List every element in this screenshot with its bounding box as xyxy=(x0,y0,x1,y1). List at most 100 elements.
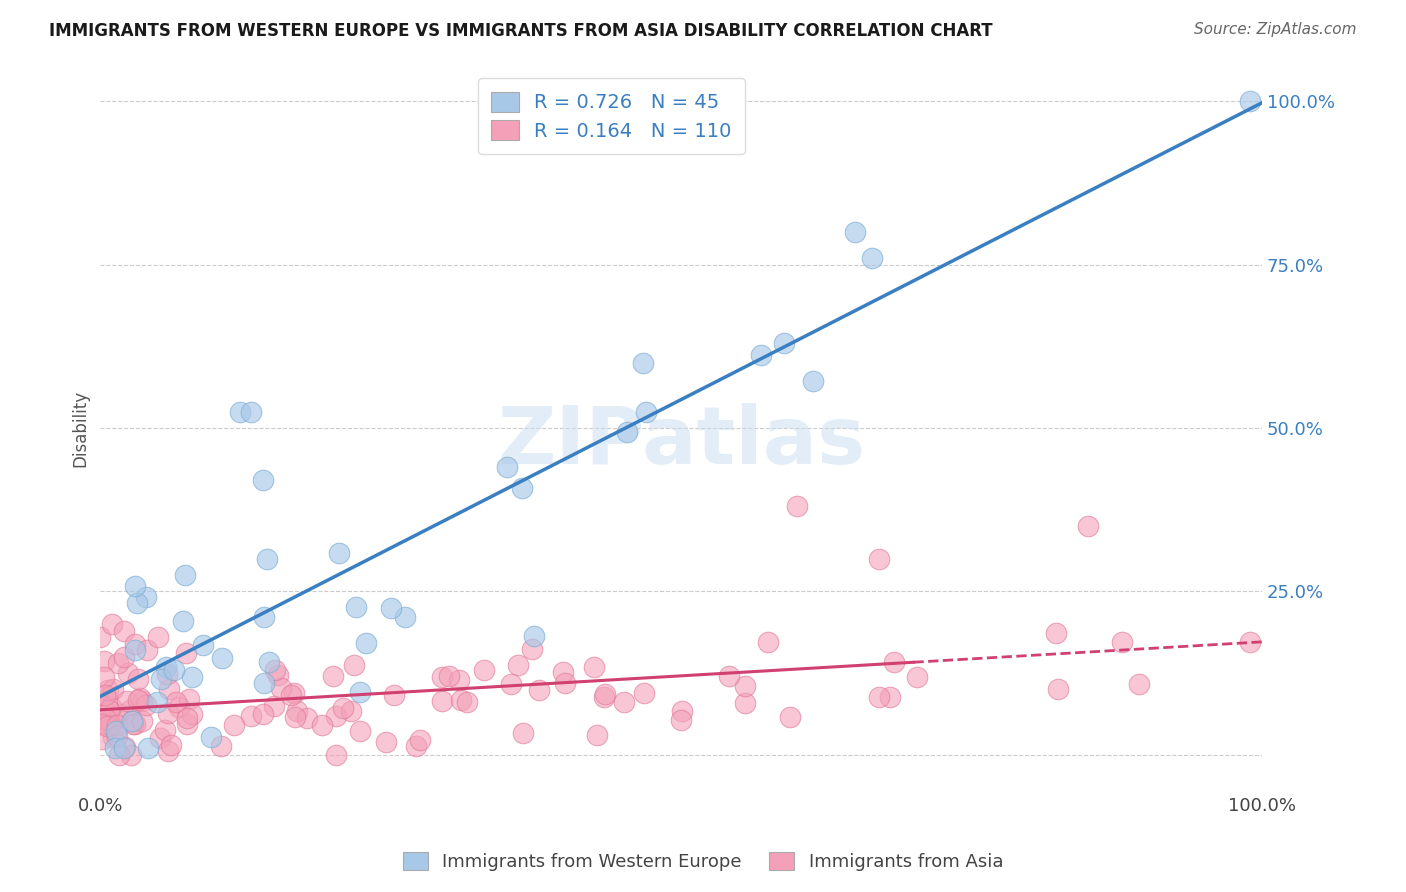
Point xyxy=(125,596,148,610)
Point xyxy=(93,670,115,684)
Y-axis label: Disability: Disability xyxy=(72,390,89,467)
Point xyxy=(332,701,354,715)
Point xyxy=(174,646,197,660)
Point xyxy=(717,669,740,683)
Point xyxy=(868,690,890,704)
Point xyxy=(905,670,928,684)
Point xyxy=(124,579,146,593)
Point xyxy=(180,670,202,684)
Point xyxy=(127,672,149,686)
Point xyxy=(124,717,146,731)
Point xyxy=(430,694,453,708)
Point xyxy=(772,335,794,350)
Point xyxy=(263,663,285,677)
Point xyxy=(91,731,114,746)
Point xyxy=(118,703,141,717)
Point xyxy=(256,552,278,566)
Point xyxy=(512,726,534,740)
Point xyxy=(456,695,478,709)
Point xyxy=(135,643,157,657)
Point xyxy=(593,690,616,704)
Point xyxy=(349,724,371,739)
Point xyxy=(148,630,170,644)
Point xyxy=(93,654,115,668)
Point xyxy=(344,600,367,615)
Point xyxy=(211,650,233,665)
Point xyxy=(756,635,779,649)
Point xyxy=(633,356,655,370)
Point xyxy=(583,659,606,673)
Point xyxy=(176,717,198,731)
Point xyxy=(860,252,883,266)
Point xyxy=(527,683,550,698)
Point xyxy=(167,699,190,714)
Point xyxy=(472,663,495,677)
Point xyxy=(101,617,124,632)
Point xyxy=(382,688,405,702)
Point xyxy=(253,610,276,624)
Point xyxy=(586,729,609,743)
Point xyxy=(156,667,179,681)
Point xyxy=(879,690,901,705)
Point xyxy=(801,375,824,389)
Point xyxy=(671,704,693,718)
Point xyxy=(734,679,756,693)
Point xyxy=(90,716,112,731)
Point xyxy=(91,698,114,712)
Point xyxy=(450,693,472,707)
Point xyxy=(104,724,127,739)
Point xyxy=(239,708,262,723)
Point xyxy=(131,694,153,708)
Point xyxy=(437,669,460,683)
Point xyxy=(263,699,285,714)
Point xyxy=(1239,635,1261,649)
Point xyxy=(252,706,274,721)
Point xyxy=(94,688,117,702)
Point xyxy=(191,638,214,652)
Point xyxy=(284,710,307,724)
Point xyxy=(283,685,305,699)
Point xyxy=(430,670,453,684)
Point xyxy=(179,691,201,706)
Point xyxy=(165,695,187,709)
Point xyxy=(101,730,124,744)
Text: IMMIGRANTS FROM WESTERN EUROPE VS IMMIGRANTS FROM ASIA DISABILITY CORRELATION CH: IMMIGRANTS FROM WESTERN EUROPE VS IMMIGR… xyxy=(49,22,993,40)
Point xyxy=(98,714,121,729)
Point xyxy=(593,687,616,701)
Point xyxy=(98,702,121,716)
Point xyxy=(349,684,371,698)
Point xyxy=(120,747,142,762)
Point xyxy=(131,714,153,728)
Point xyxy=(112,649,135,664)
Point xyxy=(128,690,150,705)
Point xyxy=(253,676,276,690)
Point xyxy=(266,668,288,682)
Point xyxy=(104,741,127,756)
Point xyxy=(96,719,118,733)
Point xyxy=(340,704,363,718)
Point xyxy=(734,697,756,711)
Point xyxy=(157,681,180,696)
Point xyxy=(786,500,808,514)
Point xyxy=(136,741,159,756)
Point xyxy=(1077,519,1099,533)
Legend: R = 0.726   N = 45, R = 0.164   N = 110: R = 0.726 N = 45, R = 0.164 N = 110 xyxy=(478,78,745,154)
Point xyxy=(240,405,263,419)
Point xyxy=(89,630,111,644)
Point xyxy=(107,656,129,670)
Point xyxy=(554,676,576,690)
Point xyxy=(496,460,519,475)
Point xyxy=(172,614,194,628)
Point xyxy=(163,663,186,677)
Point xyxy=(96,691,118,706)
Point xyxy=(671,713,693,727)
Point xyxy=(108,707,131,722)
Point xyxy=(1111,634,1133,648)
Point xyxy=(117,666,139,681)
Point xyxy=(229,405,252,419)
Point xyxy=(153,723,176,738)
Point xyxy=(96,712,118,726)
Point xyxy=(506,657,529,672)
Point xyxy=(375,735,398,749)
Point xyxy=(124,637,146,651)
